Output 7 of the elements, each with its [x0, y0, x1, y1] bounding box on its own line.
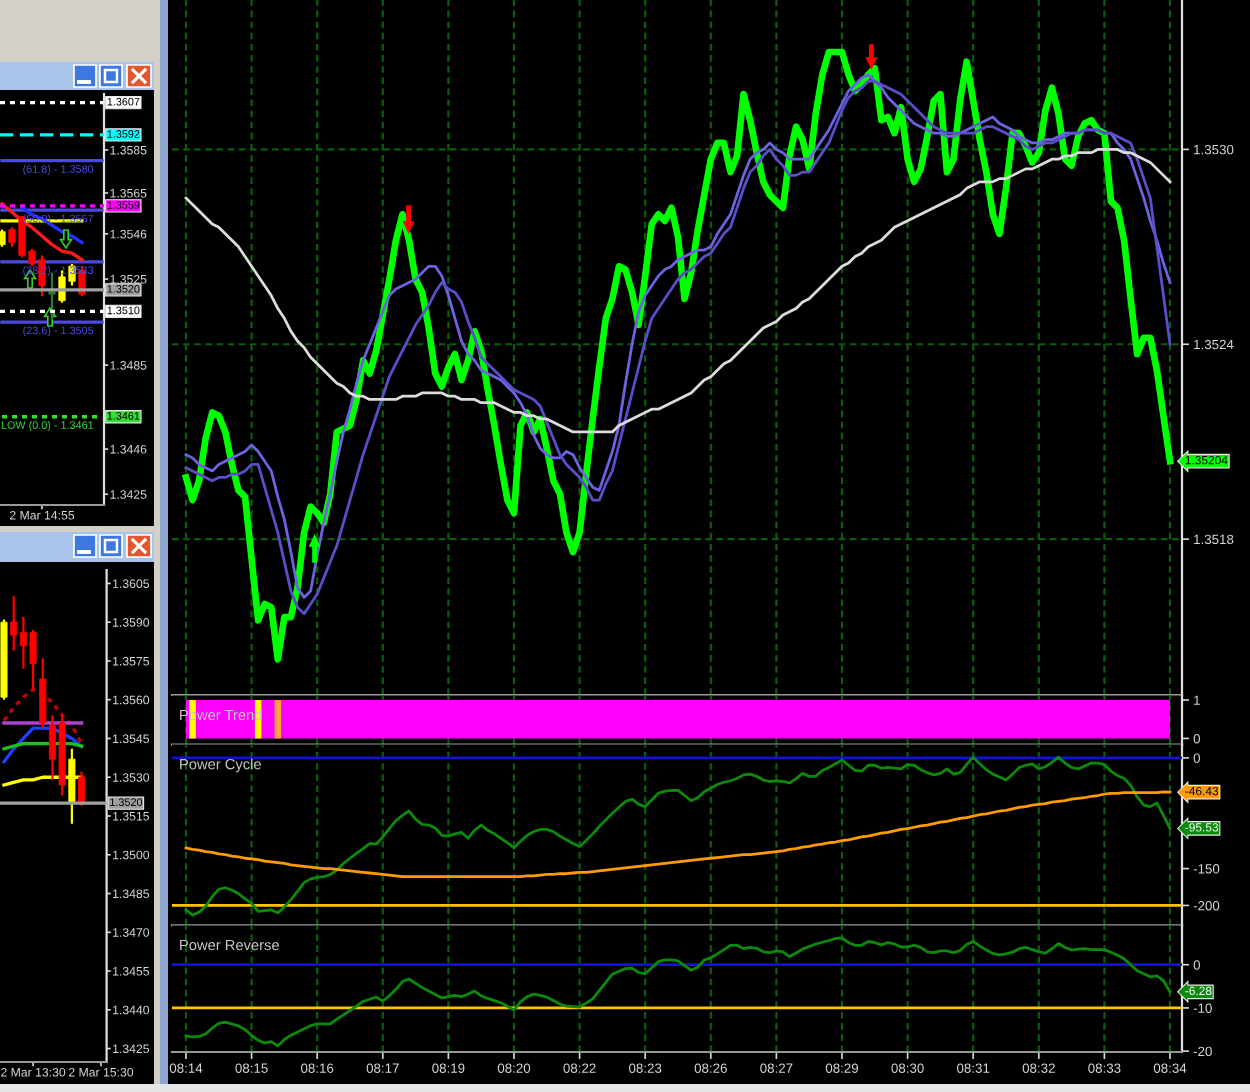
- candlestick: [78, 770, 86, 807]
- line-series: [184, 755, 1172, 917]
- line-series: [184, 790, 1172, 879]
- candlestick: [39, 657, 47, 730]
- line-series: [184, 148, 1172, 434]
- line-series: [184, 936, 1172, 1048]
- line-series: [2, 726, 84, 764]
